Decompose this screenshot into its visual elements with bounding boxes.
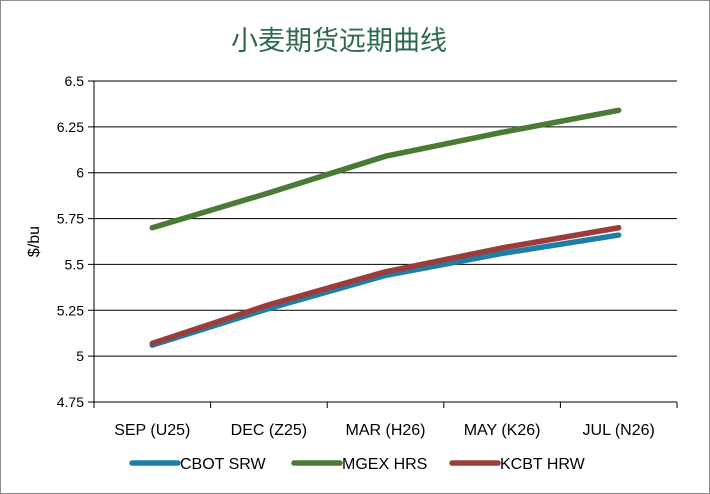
chart-title: 小麦期货远期曲线 [231, 26, 447, 57]
y-tick-label: 6.5 [65, 73, 85, 89]
legend-label: KCBT HRW [500, 456, 586, 473]
x-tick-label: JUL (N26) [583, 422, 655, 439]
x-tick-label: SEP (U25) [114, 422, 190, 439]
y-tick-label: 5.5 [65, 256, 85, 272]
x-tick-label: DEC (Z25) [231, 422, 307, 439]
y-tick-label: 5.25 [57, 302, 84, 318]
y-axis-label: $/bu [26, 226, 43, 257]
series-line [149, 107, 622, 231]
legend-label: MGEX HRS [342, 456, 427, 473]
gridlines [88, 80, 677, 403]
legend-label: CBOT SRW [180, 456, 267, 473]
legend: CBOT SRW MGEX HRS KCBT HRW [129, 456, 586, 473]
y-tick-label: 5.75 [57, 211, 84, 227]
x-tick-label: MAR (H26) [345, 422, 425, 439]
series-line [149, 232, 622, 348]
y-tick-label: 6 [76, 165, 84, 181]
y-tick-label: 4.75 [57, 394, 84, 410]
y-tick-label: 5 [76, 348, 84, 364]
axes: 4.75 5 5.25 5.5 5.75 6 6.25 6.5 SEP (U25) DEC (Z2… [26, 73, 678, 439]
y-tick-label: 6.25 [57, 119, 84, 135]
series-line [149, 224, 622, 347]
series-lines [149, 107, 622, 348]
x-tick-label: MAY (K26) [464, 422, 541, 439]
